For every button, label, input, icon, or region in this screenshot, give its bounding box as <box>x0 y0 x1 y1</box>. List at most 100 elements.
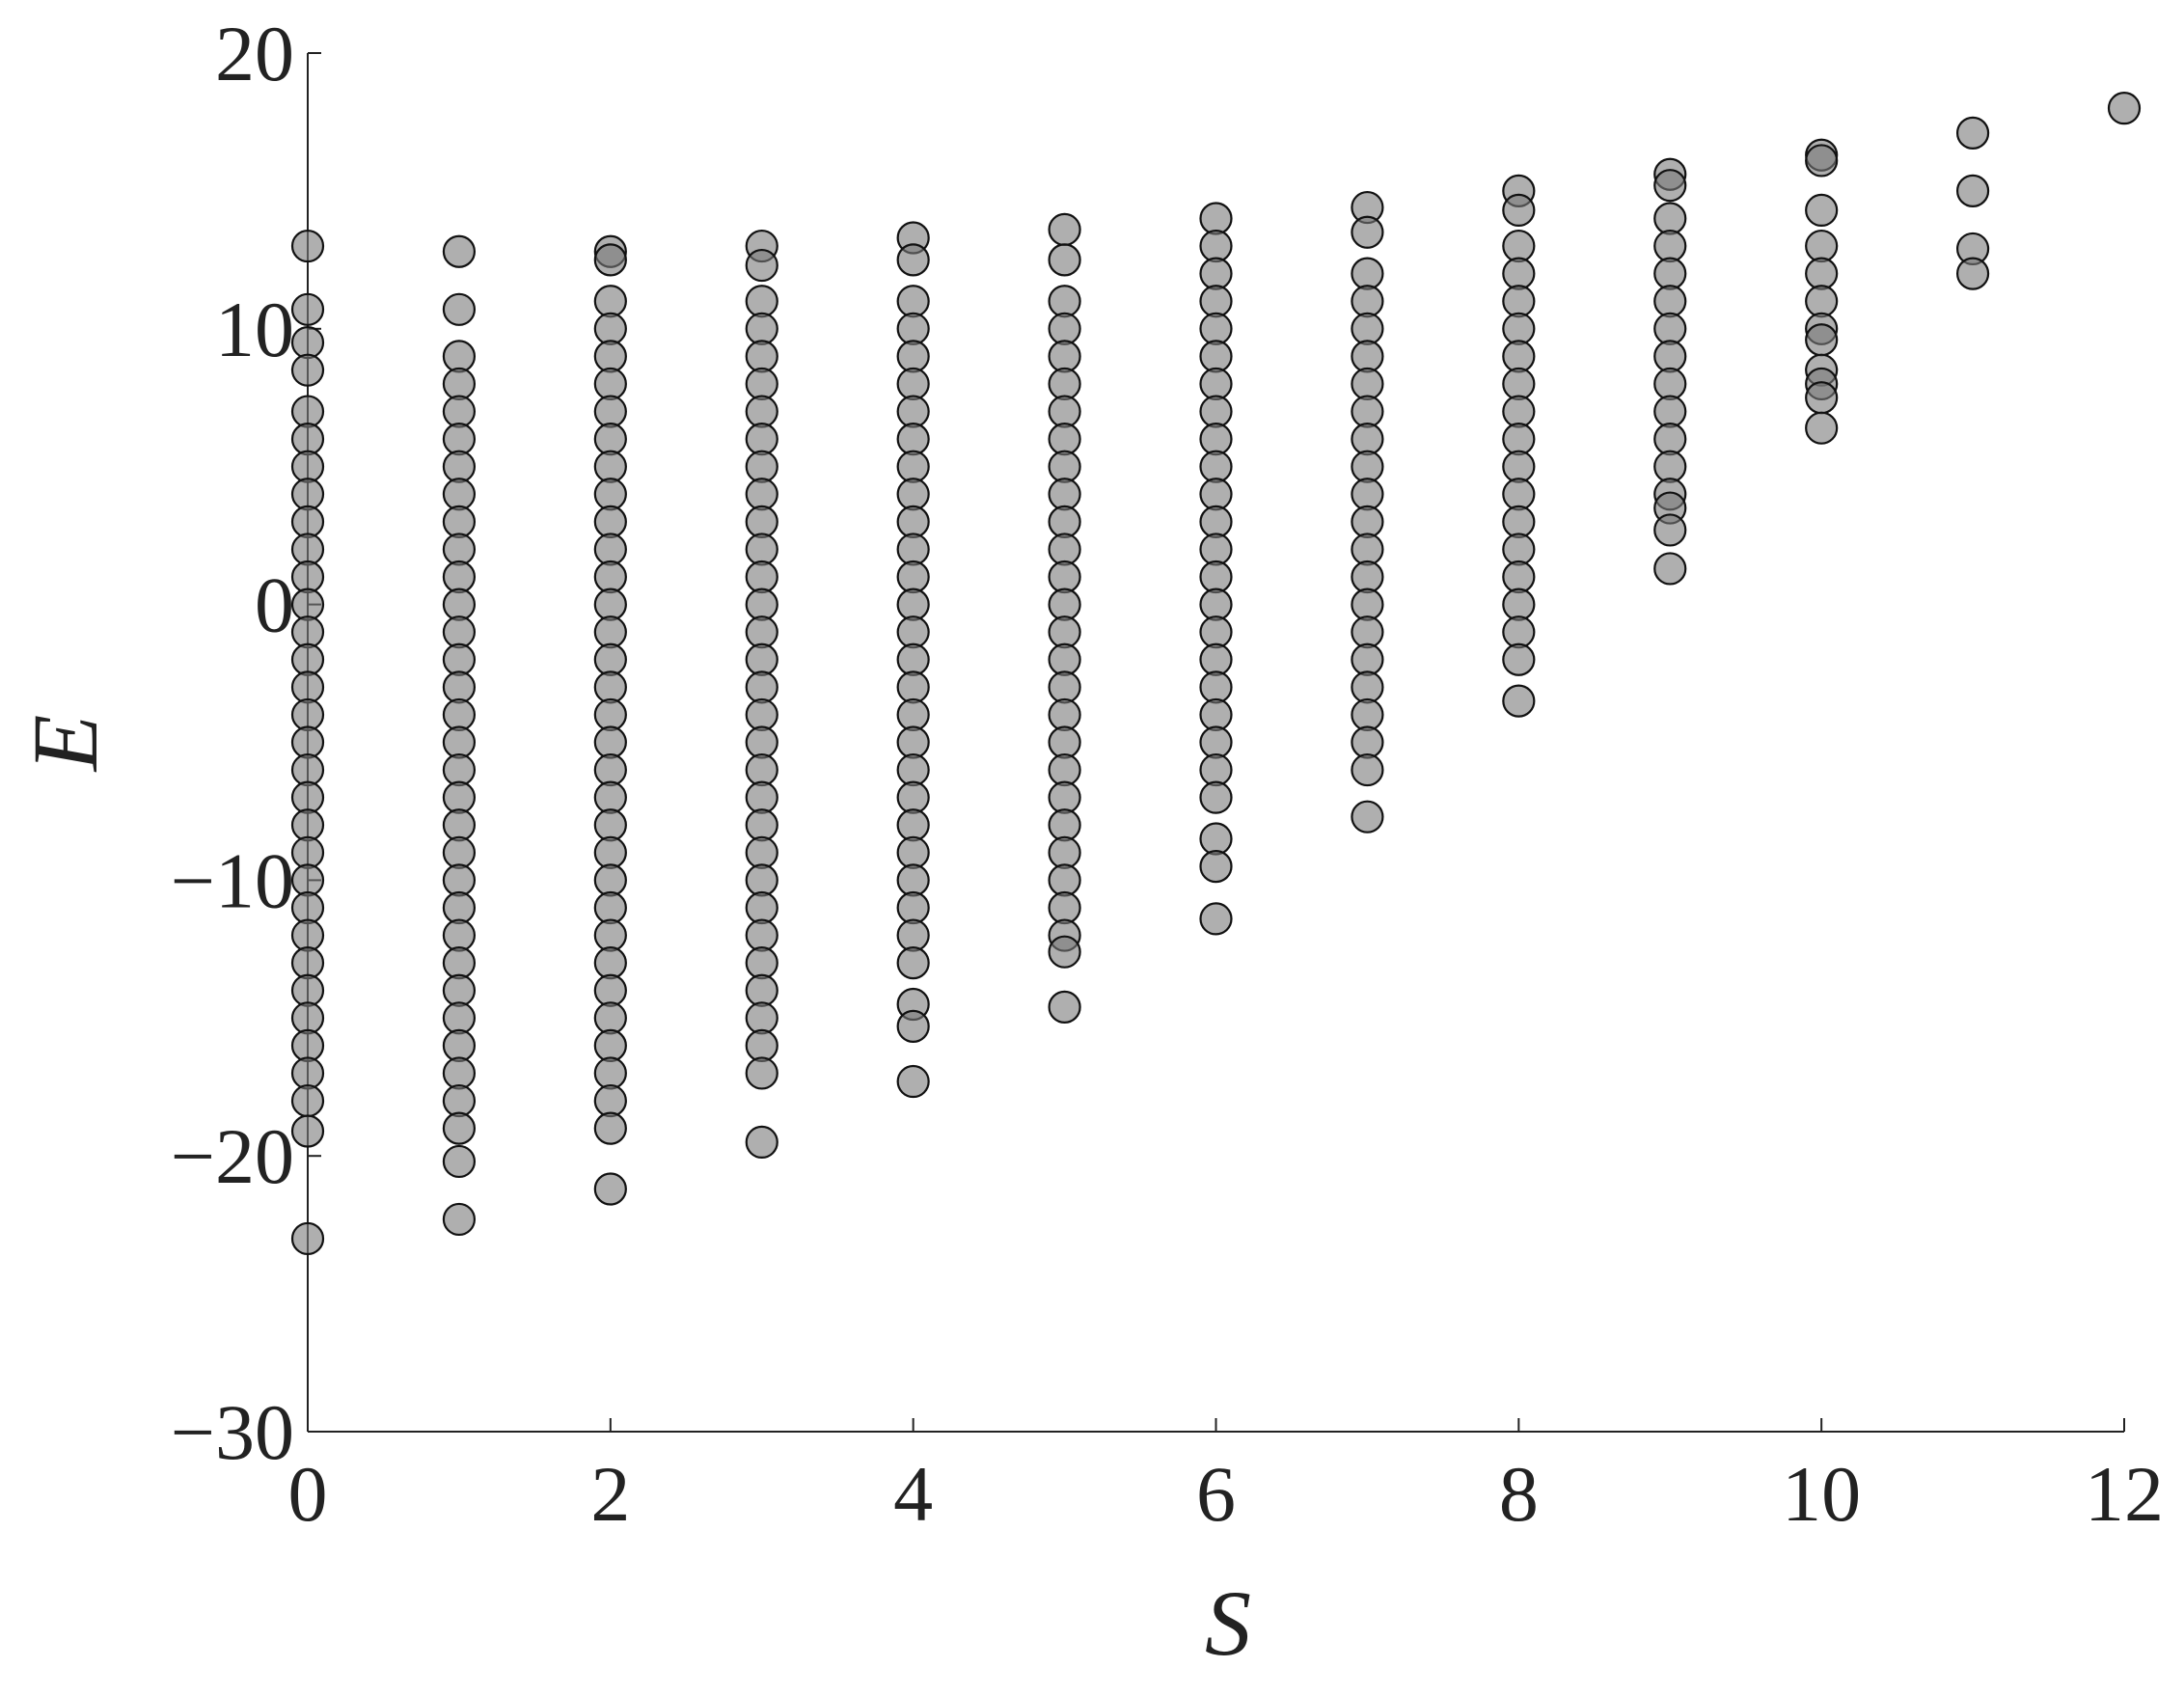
point <box>1199 615 1233 649</box>
point <box>442 1028 477 1062</box>
point <box>1048 312 1081 345</box>
point <box>290 353 325 387</box>
point <box>593 918 627 952</box>
point <box>745 697 778 732</box>
point <box>1199 725 1233 759</box>
point <box>593 780 627 814</box>
point <box>1351 395 1384 428</box>
point <box>896 1009 930 1043</box>
point <box>1502 478 1536 511</box>
point <box>290 973 325 1007</box>
point <box>1653 312 1687 345</box>
point <box>1351 533 1384 566</box>
point <box>1351 697 1384 732</box>
point <box>1351 800 1384 834</box>
point <box>290 615 325 649</box>
point <box>896 725 930 759</box>
point <box>593 670 627 704</box>
point <box>896 478 930 511</box>
point <box>745 478 778 511</box>
point <box>593 1083 627 1118</box>
point <box>442 973 477 1007</box>
point <box>1502 340 1536 373</box>
point <box>745 642 778 676</box>
x-tick-label: 0 <box>288 1450 328 1538</box>
point <box>593 615 627 649</box>
point <box>896 615 930 649</box>
point <box>1351 752 1384 787</box>
point <box>1351 642 1384 676</box>
point <box>1048 808 1081 842</box>
point <box>442 234 477 268</box>
point <box>1502 560 1536 594</box>
point <box>593 285 627 318</box>
point <box>1502 642 1536 676</box>
point <box>593 312 627 345</box>
point <box>896 863 930 897</box>
x-tick-label: 2 <box>590 1450 630 1538</box>
point <box>745 450 778 483</box>
point <box>896 450 930 483</box>
point <box>1805 411 1839 445</box>
point <box>1653 257 1687 290</box>
point <box>745 752 778 787</box>
point <box>896 243 930 277</box>
point <box>745 248 778 283</box>
point <box>1199 285 1233 318</box>
point <box>1048 990 1081 1024</box>
point <box>1502 423 1536 456</box>
point <box>896 835 930 869</box>
point <box>1351 505 1384 538</box>
point <box>896 588 930 621</box>
point <box>1653 229 1687 263</box>
point <box>1048 697 1081 732</box>
point <box>442 1056 477 1090</box>
point <box>1502 367 1536 401</box>
point <box>745 533 778 566</box>
x-tick-label: 10 <box>1782 1450 1861 1538</box>
point <box>290 423 325 456</box>
point <box>1805 257 1839 290</box>
point <box>593 243 627 277</box>
point <box>1199 533 1233 566</box>
point <box>1351 285 1384 318</box>
x-tick-label: 4 <box>893 1450 933 1538</box>
point <box>1199 697 1233 732</box>
point <box>1048 423 1081 456</box>
point <box>290 946 325 980</box>
point <box>442 478 477 511</box>
point <box>442 292 477 326</box>
point <box>442 395 477 428</box>
point <box>1048 533 1081 566</box>
point <box>593 478 627 511</box>
point <box>290 835 325 869</box>
point <box>745 340 778 373</box>
point <box>1048 243 1081 277</box>
point <box>745 615 778 649</box>
point <box>442 1001 477 1035</box>
point <box>593 505 627 538</box>
point <box>745 1001 778 1035</box>
point <box>1048 780 1081 814</box>
point <box>1351 423 1384 456</box>
point <box>745 423 778 456</box>
point <box>442 808 477 842</box>
point <box>1199 202 1233 235</box>
point <box>745 1056 778 1090</box>
point <box>1502 312 1536 345</box>
point <box>1351 257 1384 290</box>
point <box>896 918 930 952</box>
point <box>745 890 778 925</box>
point <box>593 340 627 373</box>
point <box>290 808 325 842</box>
point <box>745 1125 778 1160</box>
point <box>1502 615 1536 649</box>
point <box>1351 478 1384 511</box>
point <box>1048 505 1081 538</box>
point <box>1805 144 1839 178</box>
point <box>290 292 325 326</box>
point <box>1199 642 1233 676</box>
point <box>1199 450 1233 483</box>
point <box>593 890 627 925</box>
